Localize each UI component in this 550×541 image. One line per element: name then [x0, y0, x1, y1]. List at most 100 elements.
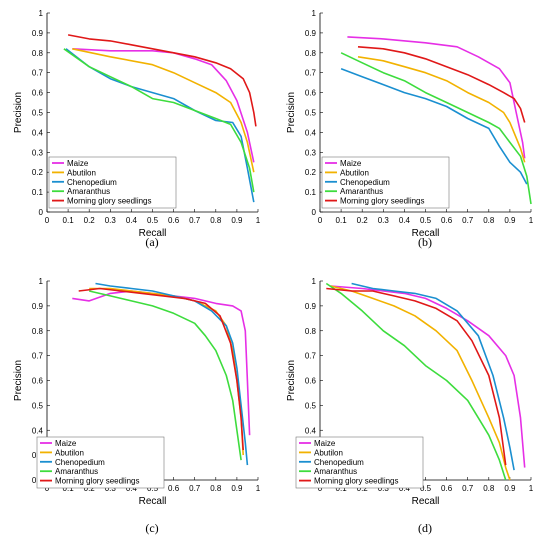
- legend-label: Amaranthus: [314, 467, 357, 476]
- x-tick-label: 0: [45, 216, 50, 225]
- x-tick-label: 0.5: [420, 216, 432, 225]
- x-tick-label: 0.9: [231, 484, 243, 493]
- x-tick-label: 0.9: [504, 484, 516, 493]
- x-tick-label: 0.3: [105, 484, 117, 493]
- series-line-1: [72, 48, 255, 173]
- y-tick-label: 0.5: [32, 401, 44, 410]
- x-tick-label: 0: [318, 484, 323, 493]
- x-tick-label: 0.6: [441, 216, 453, 225]
- y-tick-label: 0.6: [305, 89, 317, 98]
- y-tick-label: 0.9: [305, 302, 317, 311]
- x-tick-label: 0.7: [462, 216, 474, 225]
- y-tick-label: 0.5: [305, 401, 317, 410]
- x-tick-label: 0.1: [63, 484, 75, 493]
- series-line-0: [330, 285, 526, 468]
- series-line-4: [67, 34, 257, 127]
- x-tick-label: 0.4: [126, 216, 138, 225]
- x-tick-label: 0.6: [168, 484, 180, 493]
- chart-panel-3: 00.10.20.30.40.50.60.70.80.910.20.30.40.…: [286, 277, 534, 535]
- x-tick-label: 0.5: [420, 484, 432, 493]
- series-line-1: [357, 56, 526, 163]
- legend-label: Maize: [314, 439, 336, 448]
- x-tick-label: 0.9: [231, 216, 243, 225]
- y-tick-label: 1: [39, 9, 44, 18]
- legend-label: Maize: [340, 159, 362, 168]
- legend-box: [295, 436, 424, 489]
- series-line-0: [347, 36, 526, 159]
- legend-label: Morning glory seedlings: [67, 197, 152, 206]
- legend: MaizeAbutilonChenopediumAmaranthusMornin…: [321, 156, 450, 209]
- x-tick-label: 0.6: [441, 484, 453, 493]
- series-line-2: [95, 282, 249, 466]
- y-tick-label: 1: [312, 9, 317, 18]
- panel-caption: (d): [418, 521, 432, 535]
- y-tick-label: 0.9: [305, 29, 317, 38]
- x-tick-label: 0.3: [378, 216, 390, 225]
- x-axis-label: Recall: [412, 496, 440, 507]
- y-tick-label: 0.8: [305, 49, 317, 58]
- x-tick-label: 0.1: [63, 216, 75, 225]
- series-line-0: [72, 290, 251, 436]
- x-tick-label: 1: [256, 484, 261, 493]
- series-line-1: [330, 285, 511, 481]
- series-line-3: [89, 290, 242, 461]
- legend-label: Abutilon: [340, 168, 369, 177]
- x-tick-label: 0.8: [483, 216, 495, 225]
- y-tick-label: 0.6: [305, 377, 317, 386]
- x-tick-label: 0.7: [462, 484, 474, 493]
- chart-panel-0: 0 0.1 0.2 0.3 0.4 0.5 0.6 0.7 0.8 0.9 1 0 0.1 0.2 0.3 0…: [13, 9, 261, 249]
- series-line-1: [89, 287, 244, 456]
- y-tick-label: 0.1: [32, 188, 44, 197]
- y-tick-label: 0.9: [32, 29, 44, 38]
- chart-panel-2: 00.10.20.30.40.50.60.70.80.910.20.30.40.…: [13, 277, 261, 535]
- y-tick-label: 0.4: [32, 128, 44, 137]
- x-tick-label: 0.5: [147, 216, 159, 225]
- series-line-0: [72, 48, 255, 163]
- x-tick-label: 0.2: [84, 216, 96, 225]
- legend-box: [36, 436, 165, 489]
- x-tick-label: 0.4: [126, 484, 138, 493]
- y-tick-label: 0.8: [32, 327, 44, 336]
- x-tick-label: 0.7: [189, 216, 201, 225]
- y-tick-label: 0.7: [305, 69, 317, 78]
- legend-box: [48, 156, 177, 209]
- series-line-4: [78, 287, 244, 451]
- y-tick-label: 0.5: [305, 109, 317, 118]
- panel-caption: (b): [418, 235, 432, 249]
- legend: MaizeAbutilonChenopediumAmaranthusMornin…: [295, 436, 424, 489]
- y-tick-label: 0.2: [305, 168, 317, 177]
- x-axis-label: Recall: [139, 496, 167, 507]
- y-tick-label: 0.4: [305, 128, 317, 137]
- y-axis-label: Precision: [13, 360, 24, 401]
- x-tick-label: 1: [529, 216, 534, 225]
- y-tick-label: 0: [39, 208, 44, 217]
- legend: MaizeAbutilonChenopediumAmaranthusMornin…: [48, 156, 177, 209]
- series-line-4: [326, 287, 507, 466]
- x-tick-label: 0.8: [483, 484, 495, 493]
- legend-label: Abutilon: [55, 448, 84, 457]
- y-tick-label: 0.6: [32, 89, 44, 98]
- legend-label: Chenopedium: [55, 458, 105, 467]
- y-tick-label: 0.7: [305, 352, 317, 361]
- series-line-4: [357, 46, 526, 123]
- series-line-3: [325, 282, 507, 481]
- y-tick-label: 0.5: [32, 109, 44, 118]
- series-line-2: [65, 48, 255, 203]
- x-tick-label: 1: [256, 216, 261, 225]
- x-axis-label: Recall: [139, 228, 167, 239]
- y-tick-label: 0.4: [32, 426, 44, 435]
- y-tick-label: 1: [312, 277, 317, 286]
- y-tick-label: 0.7: [32, 69, 44, 78]
- series-line-3: [63, 48, 255, 193]
- x-tick-label: 0.9: [504, 216, 516, 225]
- series-line-3: [340, 52, 532, 205]
- x-tick-label: 0: [318, 216, 323, 225]
- legend-label: Amaranthus: [67, 187, 110, 196]
- y-axis-label: Precision: [13, 92, 24, 133]
- x-tick-label: 0.2: [84, 484, 96, 493]
- x-tick-label: 0.1: [336, 484, 348, 493]
- legend-box: [321, 156, 450, 209]
- x-axis-label: Recall: [412, 228, 440, 239]
- legend-label: Morning glory seedlings: [314, 477, 399, 486]
- y-tick-label: 0.8: [32, 49, 44, 58]
